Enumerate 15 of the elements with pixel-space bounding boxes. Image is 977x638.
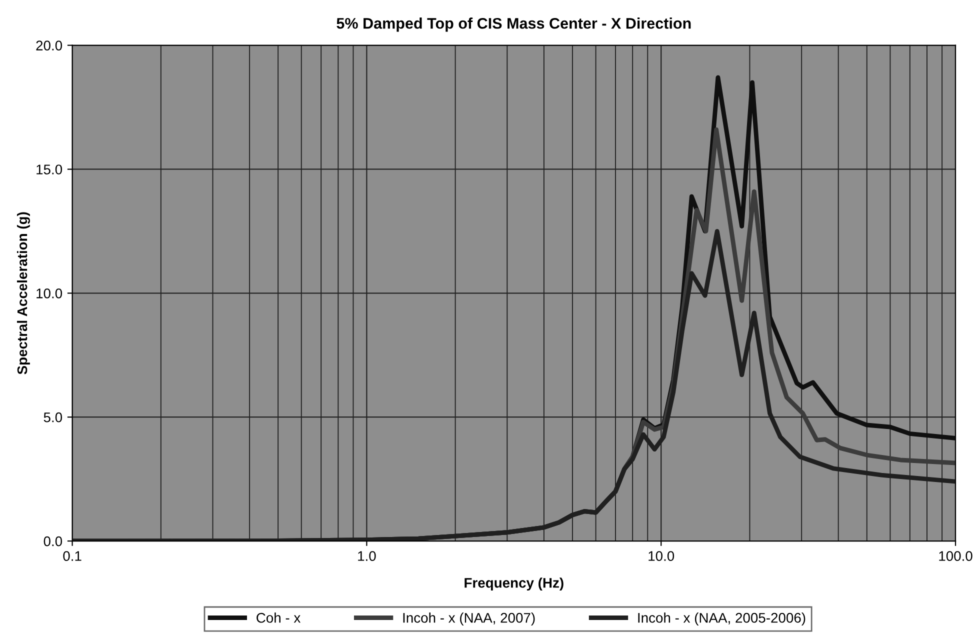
y-tick-label: 0.0 bbox=[44, 536, 62, 546]
y-tick-label: 20.0 bbox=[36, 40, 62, 50]
x-tick-label: 10.0 bbox=[648, 551, 674, 561]
x-tick-label: 0.1 bbox=[63, 551, 82, 561]
y-tick-label: 5.0 bbox=[44, 412, 62, 422]
x-tick-label: 100.0 bbox=[939, 551, 972, 561]
legend-label: Coh - x bbox=[256, 612, 301, 623]
y-tick-label: 15.0 bbox=[36, 164, 62, 174]
legend-label: Incoh - x (NAA, 2007) bbox=[403, 612, 535, 626]
chart-title: 5% Damped Top of CIS Mass Center - X Direction bbox=[336, 18, 691, 32]
x-axis-title: Frequency (Hz) bbox=[464, 578, 564, 591]
legend-label: Incoh - x (NAA, 2005-2006) bbox=[638, 612, 806, 626]
x-tick-label: 1.0 bbox=[358, 551, 376, 561]
y-axis-title: Spectral Acceleration (g) bbox=[16, 212, 30, 374]
y-tick-label: 10.0 bbox=[36, 288, 62, 298]
